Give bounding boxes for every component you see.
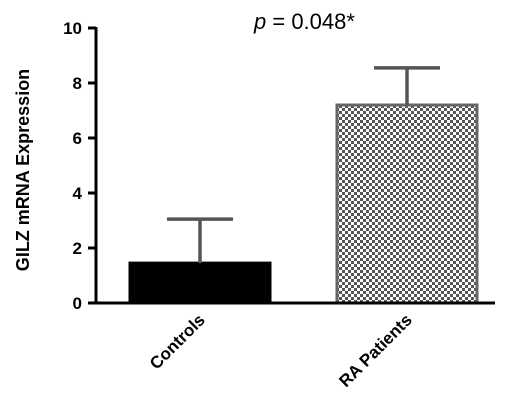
x-category-label: RA Patients [335,310,415,390]
y-tick-label: 8 [73,74,82,93]
x-category-label: Controls [146,310,209,373]
p-value-symbol: p [253,9,266,34]
y-tick-label: 0 [73,294,82,313]
y-tick-label: 2 [73,239,82,258]
bars [128,103,479,305]
bar-controls [128,261,272,305]
y-tick-label: 10 [63,19,82,38]
y-ticks: 0 2 4 6 8 10 [63,19,96,313]
p-value-annotation: p = 0.048* [253,9,355,34]
y-tick-label: 4 [73,184,83,203]
x-category-labels: Controls RA Patients [146,310,416,390]
axes [94,27,495,305]
y-tick-label: 6 [73,129,82,148]
y-axis-title: GILZ mRNA Expression [13,69,33,271]
bar-ra-patients [335,103,479,305]
p-value-text: = 0.048* [266,9,355,34]
error-bars [167,66,440,264]
